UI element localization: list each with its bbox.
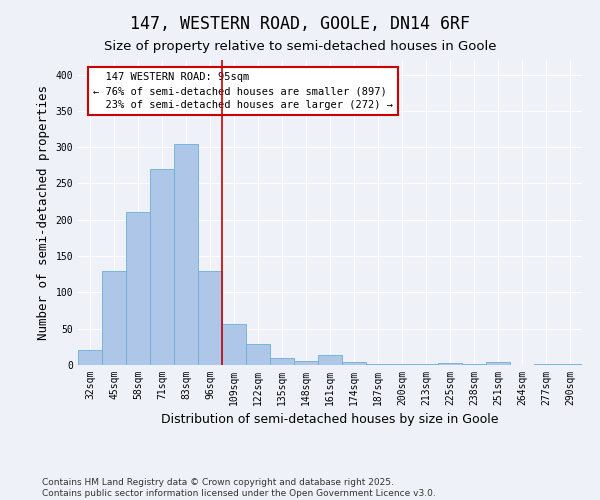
Bar bbox=[78, 350, 102, 365]
Bar bbox=[150, 169, 174, 365]
Bar bbox=[390, 364, 414, 365]
Y-axis label: Number of semi-detached properties: Number of semi-detached properties bbox=[37, 85, 50, 340]
Bar bbox=[270, 358, 294, 365]
Bar bbox=[222, 324, 246, 365]
Bar bbox=[198, 270, 222, 365]
Bar bbox=[366, 364, 390, 365]
Text: 147 WESTERN ROAD: 95sqm
← 76% of semi-detached houses are smaller (897)
  23% of: 147 WESTERN ROAD: 95sqm ← 76% of semi-de… bbox=[93, 72, 393, 110]
Bar bbox=[342, 362, 366, 365]
Bar bbox=[558, 364, 582, 365]
Bar bbox=[318, 355, 342, 365]
Text: 147, WESTERN ROAD, GOOLE, DN14 6RF: 147, WESTERN ROAD, GOOLE, DN14 6RF bbox=[130, 15, 470, 33]
Bar bbox=[126, 212, 150, 365]
Bar bbox=[246, 344, 270, 365]
Bar bbox=[534, 364, 558, 365]
Text: Size of property relative to semi-detached houses in Goole: Size of property relative to semi-detach… bbox=[104, 40, 496, 53]
Bar bbox=[462, 364, 486, 365]
Bar bbox=[174, 144, 198, 365]
Bar bbox=[486, 362, 510, 365]
Bar bbox=[294, 360, 318, 365]
Bar bbox=[414, 364, 438, 365]
Bar bbox=[438, 363, 462, 365]
Bar bbox=[102, 270, 126, 365]
Text: Contains HM Land Registry data © Crown copyright and database right 2025.
Contai: Contains HM Land Registry data © Crown c… bbox=[42, 478, 436, 498]
X-axis label: Distribution of semi-detached houses by size in Goole: Distribution of semi-detached houses by … bbox=[161, 414, 499, 426]
